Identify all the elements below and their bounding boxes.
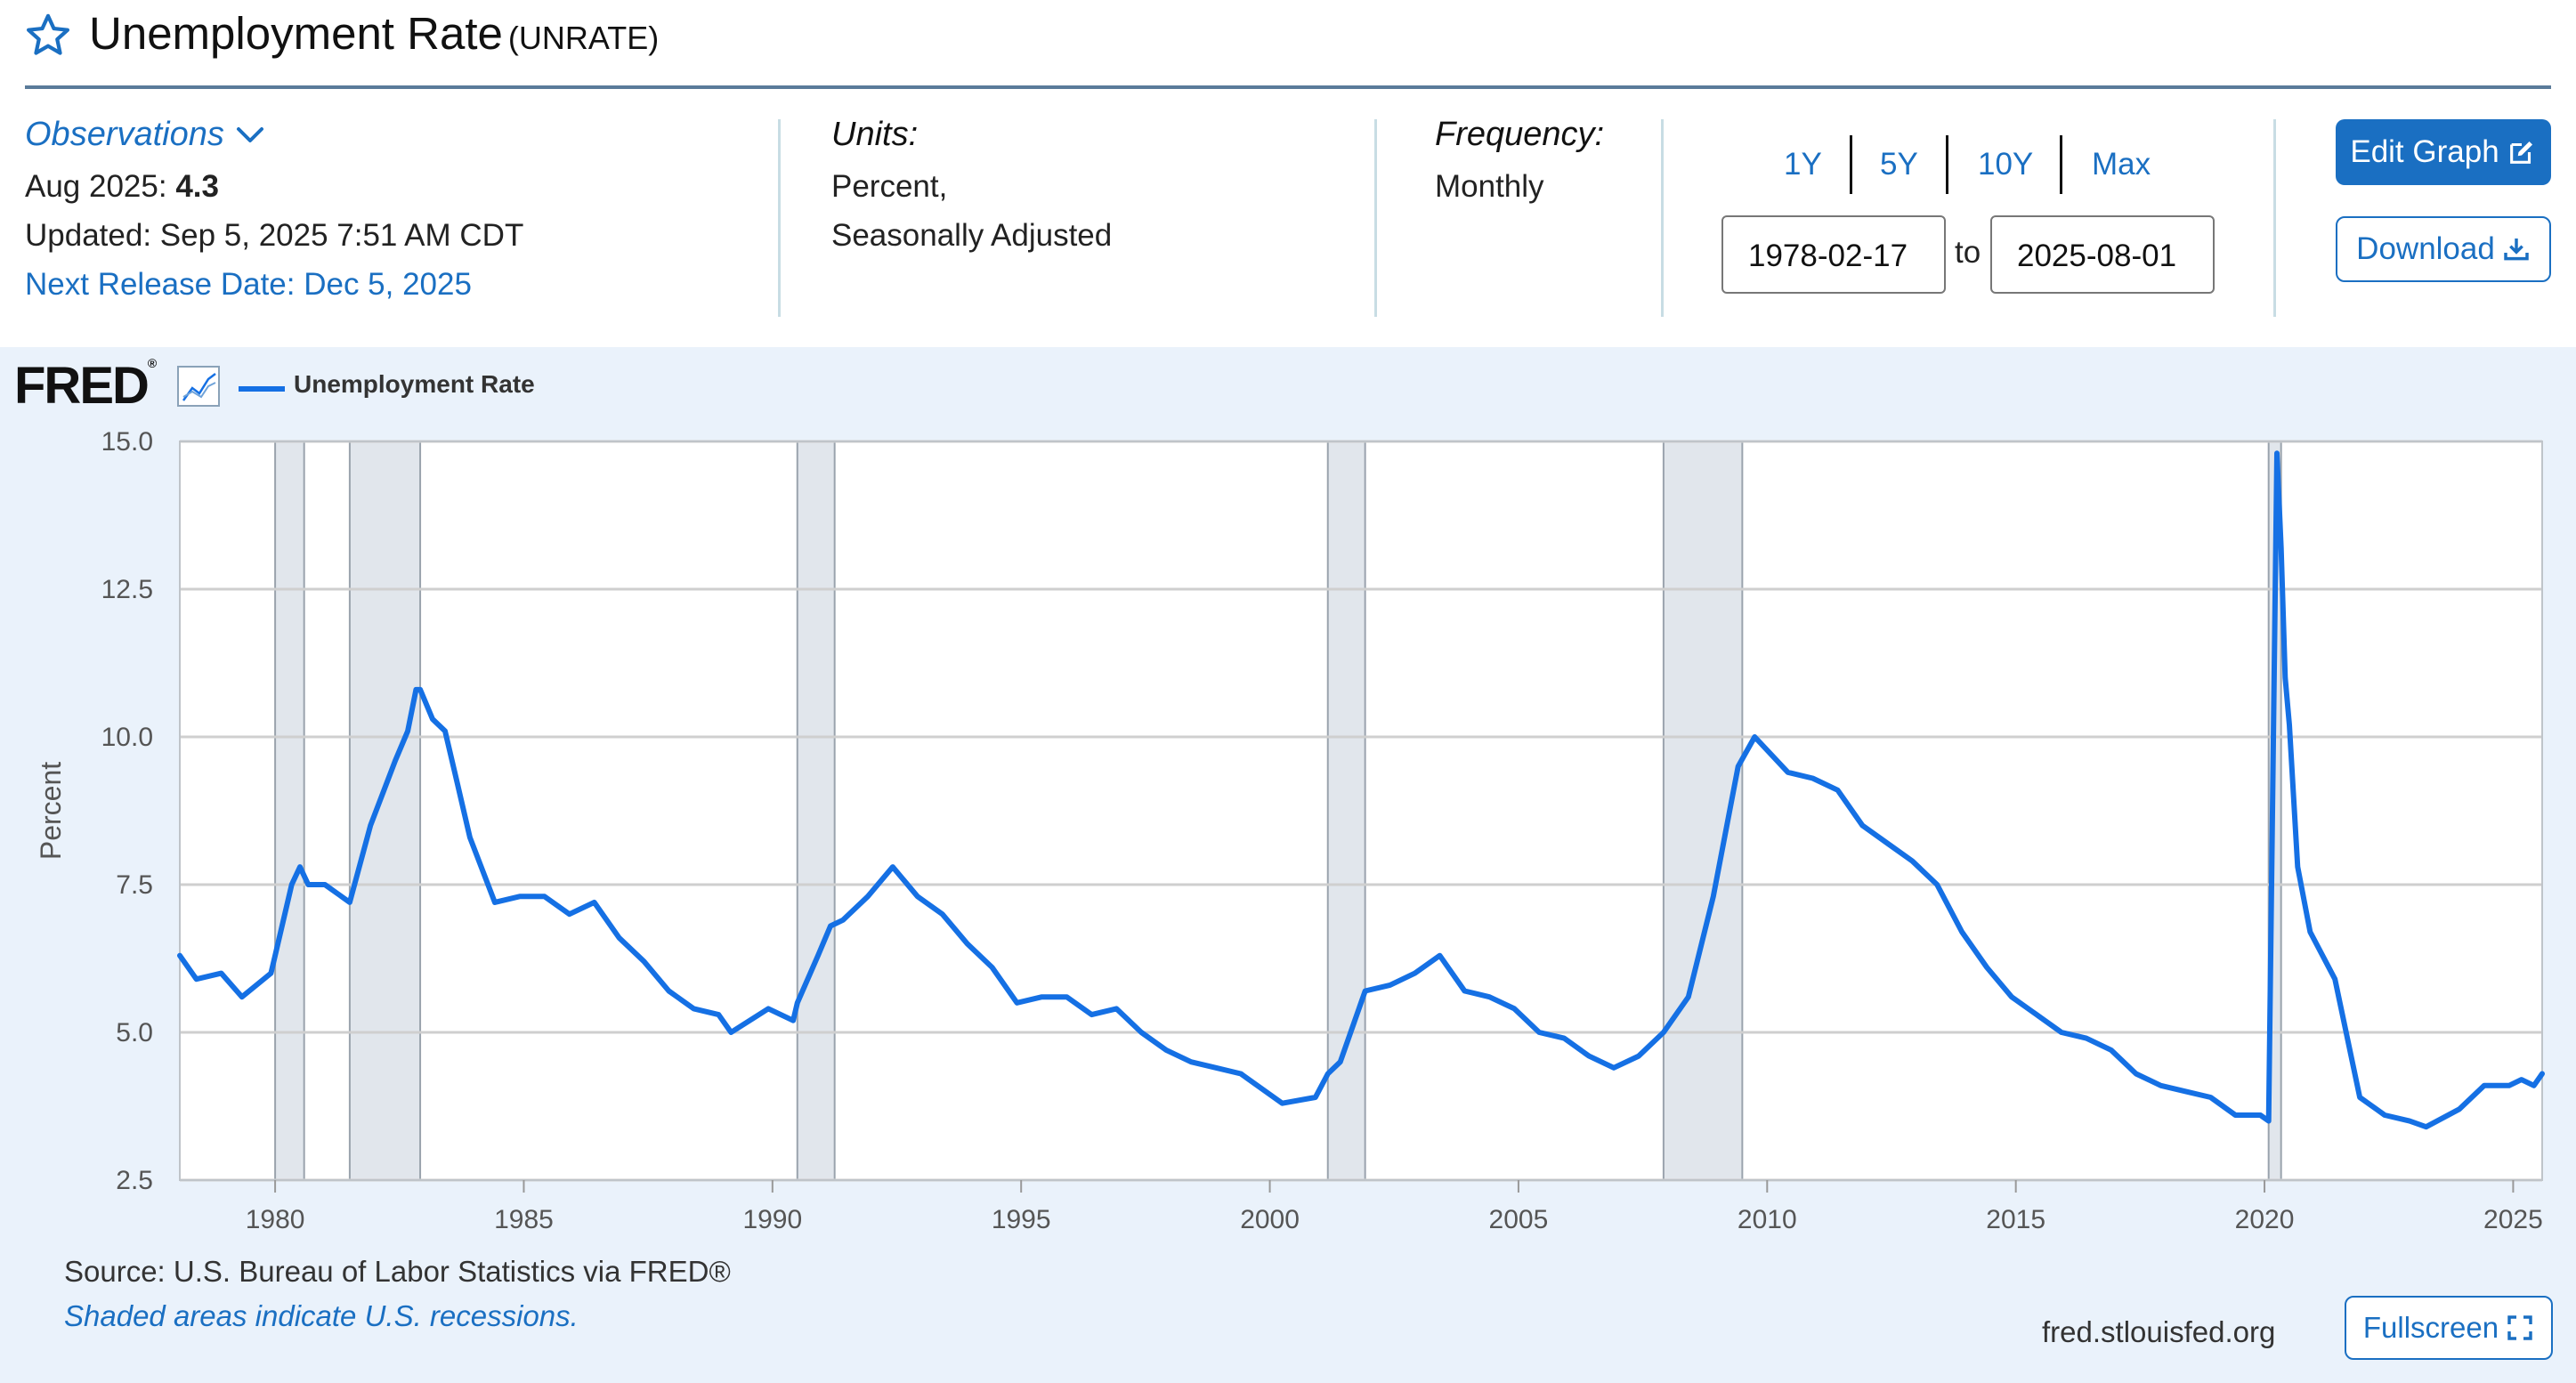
recession-band <box>275 441 304 1180</box>
edit-icon <box>2509 141 2532 164</box>
y-axis-label: Percent <box>35 762 67 860</box>
updated-timestamp: Updated: Sep 5, 2025 7:51 AM CDT <box>25 218 524 253</box>
chevron-down-icon <box>236 126 263 142</box>
range-max-button[interactable]: Max <box>2092 147 2151 182</box>
x-tick-label: 2015 <box>1986 1205 2045 1234</box>
download-icon <box>2504 239 2529 261</box>
range-separator <box>1946 135 1948 194</box>
divider <box>1374 119 1377 317</box>
edit-graph-label: Edit Graph <box>2350 134 2499 169</box>
series-line <box>177 450 2545 1130</box>
y-tick-label: 2.5 <box>116 1166 153 1195</box>
frequency-label: Frequency: <box>1435 116 1605 153</box>
legend-swatch <box>239 386 285 392</box>
fullscreen-button[interactable]: Fullscreen <box>2345 1296 2553 1360</box>
title-divider <box>25 85 2551 89</box>
download-label: Download <box>2356 231 2495 266</box>
next-release-link[interactable]: Next Release Date: Dec 5, 2025 <box>25 267 472 302</box>
series-title: Unemployment Rate <box>89 8 503 59</box>
y-tick-label: 15.0 <box>101 427 153 457</box>
legend-label: Unemployment Rate <box>294 370 535 398</box>
line-chart-icon[interactable] <box>176 365 221 408</box>
fullscreen-label: Fullscreen <box>2362 1311 2499 1344</box>
x-tick-label: 1980 <box>246 1205 305 1234</box>
range-10y-button[interactable]: 10Y <box>1978 147 2034 182</box>
y-tick-label: 12.5 <box>101 575 153 604</box>
series-id: (UNRATE) <box>507 20 660 56</box>
latest-observation: Aug 2025: 4.3 <box>25 169 219 205</box>
y-tick-label: 7.5 <box>116 870 153 900</box>
frequency-value: Monthly <box>1435 169 1544 204</box>
x-tick-label: 2000 <box>1240 1205 1300 1234</box>
y-tick-label: 10.0 <box>101 723 153 752</box>
star-icon[interactable] <box>23 11 73 61</box>
x-tick-label: 2010 <box>1738 1205 1797 1234</box>
x-tick-label: 1990 <box>742 1205 802 1234</box>
range-separator <box>2060 135 2062 194</box>
observations-label: Observations <box>25 116 224 153</box>
x-tick-label: 2025 <box>2483 1205 2543 1234</box>
edit-graph-button[interactable]: Edit Graph <box>2336 119 2551 185</box>
units-line-1: Percent, <box>831 169 948 204</box>
divider <box>1661 119 1664 317</box>
observation-value: 4.3 <box>175 169 219 204</box>
units-line-2: Seasonally Adjusted <box>831 218 1113 253</box>
fullscreen-icon <box>2507 1315 2532 1340</box>
range-1y-button[interactable]: 1Y <box>1784 147 1822 182</box>
download-button[interactable]: Download <box>2336 216 2551 282</box>
range-5y-button[interactable]: 5Y <box>1880 147 1918 182</box>
recession-band <box>349 441 421 1180</box>
recession-band <box>1327 441 1365 1180</box>
range-separator <box>1850 135 1852 194</box>
start-date-input[interactable]: 1978-02-17 <box>1721 215 1946 294</box>
recession-band <box>797 441 835 1180</box>
x-tick-label: 2020 <box>2235 1205 2295 1234</box>
observations-toggle[interactable]: Observations <box>25 116 265 154</box>
recession-note: Shaded areas indicate U.S. recessions. <box>64 1299 579 1332</box>
observation-period: Aug 2025: <box>25 169 167 204</box>
fred-logo: FRED® <box>14 356 158 415</box>
x-tick-label: 1995 <box>992 1205 1051 1234</box>
units-label: Units: <box>831 116 919 153</box>
site-url: fred.stlouisfed.org <box>2042 1315 2276 1348</box>
divider <box>2273 119 2276 317</box>
x-tick-label: 2005 <box>1489 1205 1549 1234</box>
date-range-to-label: to <box>1955 235 1981 270</box>
page-title: Unemployment Rate (UNRATE) <box>89 7 659 60</box>
x-tick-label: 1985 <box>494 1205 554 1234</box>
source-note: Source: U.S. Bureau of Labor Statistics … <box>64 1255 731 1288</box>
divider <box>778 119 781 317</box>
end-date-input[interactable]: 2025-08-01 <box>1990 215 2215 294</box>
y-tick-label: 5.0 <box>116 1018 153 1047</box>
plot-border <box>179 441 2543 1181</box>
